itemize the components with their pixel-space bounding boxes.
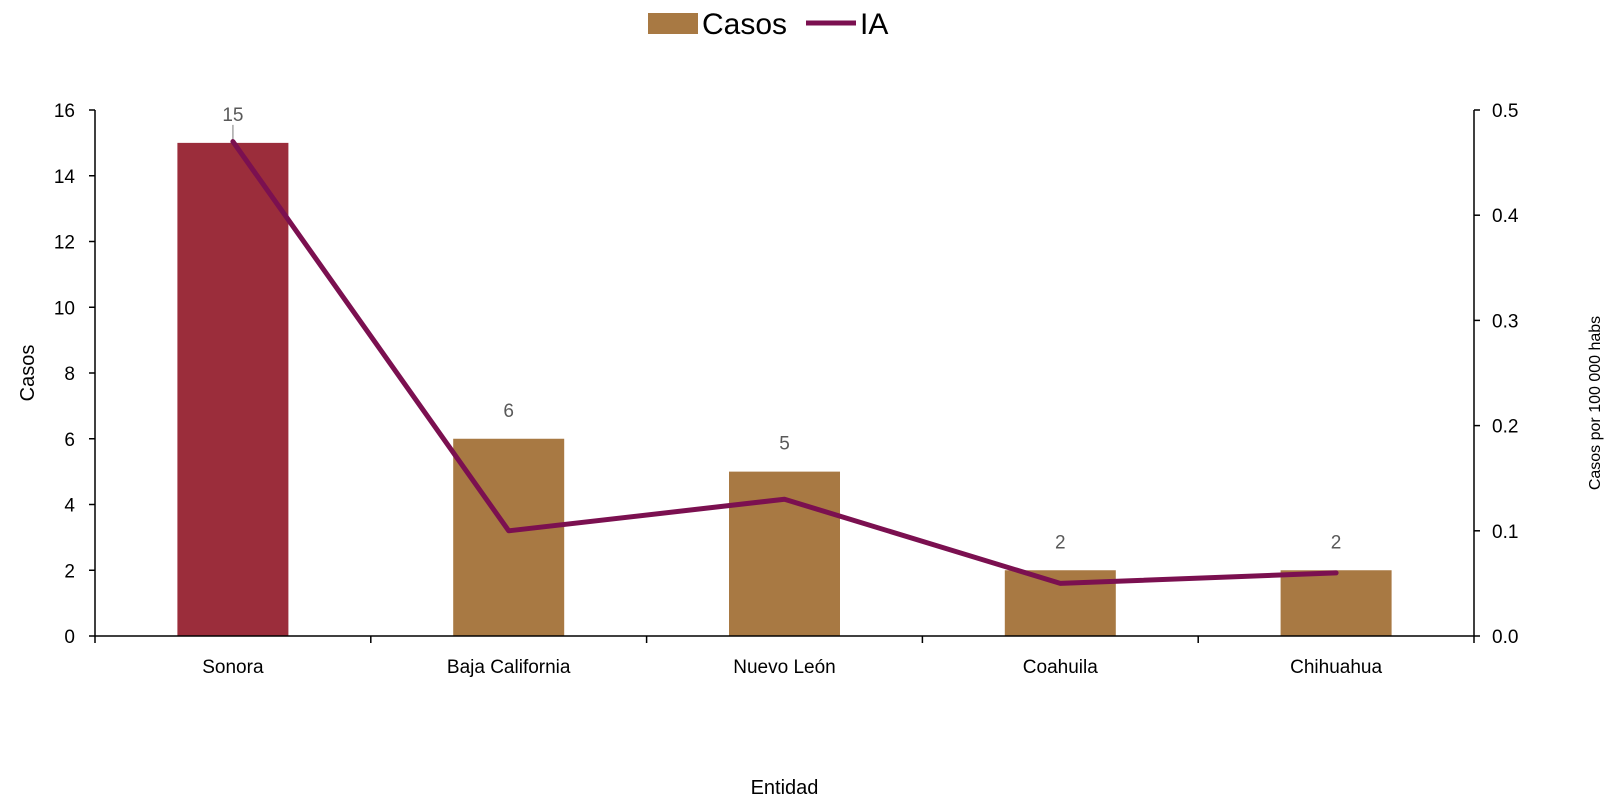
y2-axis-title: Casos por 100 000 habs: [1587, 316, 1604, 490]
legend: Casos IA: [648, 8, 888, 41]
right-y-tick-label: 0.1: [1492, 522, 1518, 543]
bar-data-label: 2: [1055, 532, 1066, 553]
bar: [729, 471, 840, 636]
bar-data-labels: 15 6 5 2 2: [222, 105, 1341, 553]
left-y-tick-label: 10: [54, 298, 75, 319]
ia-line: [230, 139, 1339, 586]
bar-data-label: 15: [222, 105, 243, 126]
bar: [453, 438, 565, 636]
x-tick-label: Chihuahua: [1290, 657, 1382, 678]
y-axis-title: Casos: [17, 345, 39, 402]
left-y-tick-label: 16: [54, 101, 75, 122]
right-y-tick-label: 0.4: [1492, 206, 1519, 227]
left-y-tick-label: 0: [64, 627, 75, 648]
left-y-tick-label: 4: [64, 496, 75, 517]
x-ticks: Sonora Baja California Nuevo León Coahuila C…: [94, 636, 1475, 678]
x-tick-label: Nuevo León: [733, 657, 835, 678]
left-y-tick-label: 14: [54, 167, 76, 188]
x-axis-title: Entidad: [751, 777, 819, 799]
bar: [177, 142, 289, 636]
x-tick-label: Coahuila: [1023, 657, 1098, 678]
left-y-tick-label: 8: [64, 364, 75, 385]
bar-data-label: 5: [779, 434, 790, 455]
right-y-tick-label: 0.3: [1492, 311, 1518, 332]
bar-data-label: 6: [503, 401, 514, 422]
right-y-tick-label: 0.5: [1492, 101, 1518, 122]
bar-data-label: 2: [1331, 532, 1342, 553]
right-y-ticks: 0.0 0.1 0.2 0.3 0.4 0.5: [1474, 101, 1519, 648]
left-y-tick-label: 2: [64, 561, 75, 582]
x-tick-label: Sonora: [202, 657, 264, 678]
right-y-tick-label: 0.0: [1492, 627, 1518, 648]
legend-swatch-casos: [648, 13, 698, 34]
legend-label-ia: IA: [860, 8, 888, 41]
left-y-tick-label: 6: [64, 430, 75, 451]
x-tick-label: Baja California: [447, 657, 571, 678]
bar: [1280, 570, 1392, 636]
right-y-tick-label: 0.2: [1492, 417, 1518, 438]
left-y-tick-label: 12: [54, 233, 75, 254]
left-y-ticks: 0 2 4 6 8 10 12 14 16: [54, 101, 95, 648]
line-series: [230, 139, 1339, 586]
legend-label-casos: Casos: [702, 8, 787, 41]
bar-series: [177, 142, 1392, 636]
